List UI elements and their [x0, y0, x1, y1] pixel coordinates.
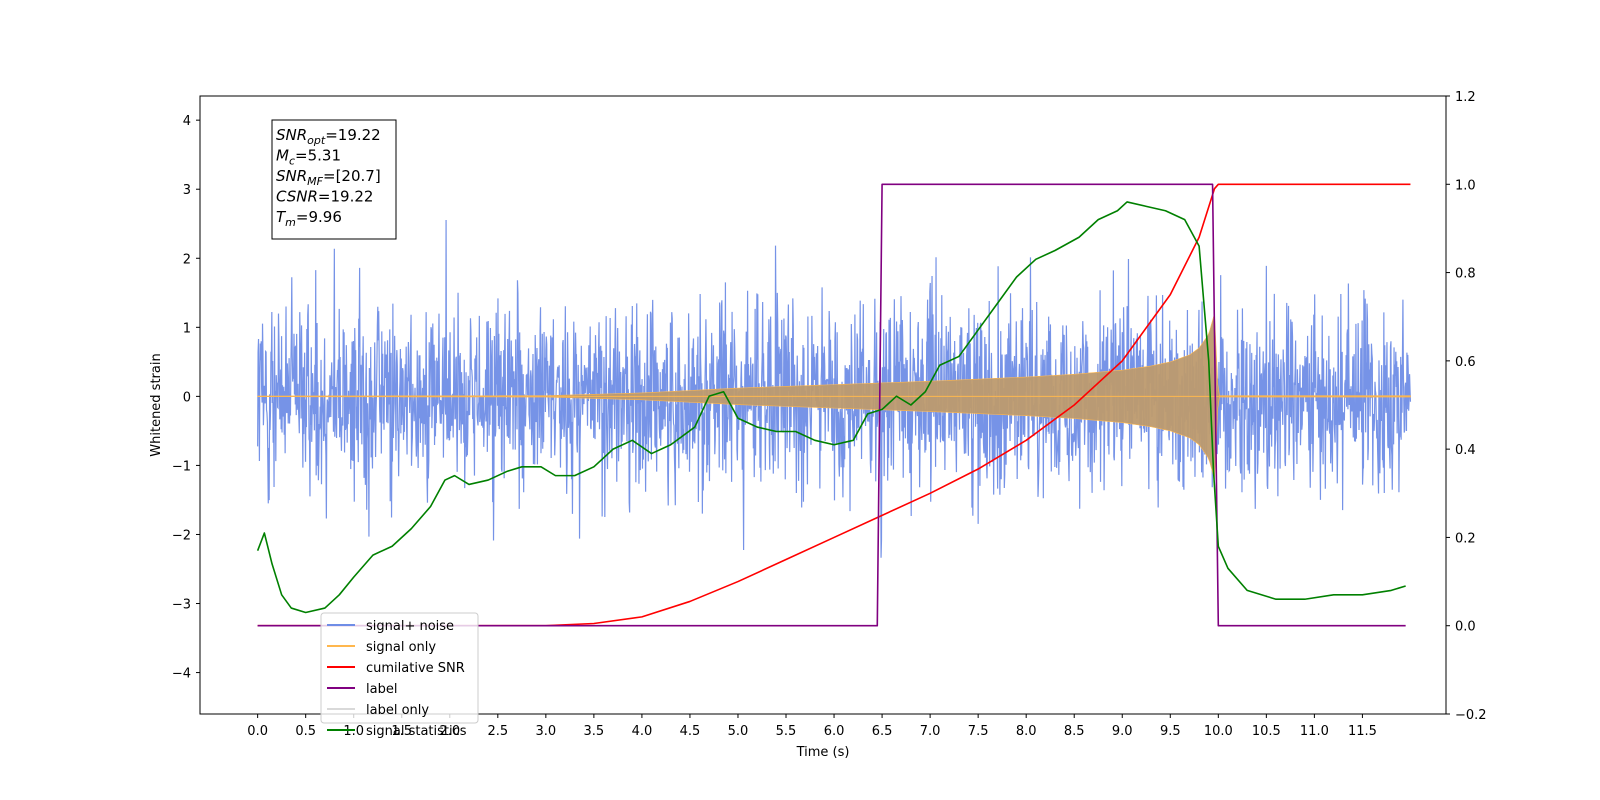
series-line-label	[257, 183, 1406, 627]
x-tick-label: 3.0	[536, 724, 557, 739]
x-tick-label: 2.5	[487, 724, 508, 739]
x-tick-label: 10.5	[1252, 724, 1281, 739]
y-tick-label: −3	[172, 598, 191, 613]
y-axis: −4 −3 −2 −1 0 1 2 3 4	[172, 114, 200, 682]
y2-tick-label: −0.2	[1455, 708, 1487, 723]
legend-frame	[320, 612, 479, 724]
x-tick-label: 2.0	[439, 724, 460, 739]
y2-axis: −0.2 0.0 0.2 0.4 0.6 0.8 1.0 1.2	[1446, 90, 1487, 723]
x-tick-label: 1.0	[343, 724, 364, 739]
x-tick-label: 0.0	[247, 724, 268, 739]
x-tick-label: 9.5	[1160, 724, 1181, 739]
x-tick-label: 6.5	[872, 724, 893, 739]
series-line-cumulative-snr	[257, 183, 1411, 627]
x-tick-label: 11.0	[1300, 724, 1329, 739]
legend: signal+ noise signal only cumilative SNR la…	[320, 612, 479, 739]
x-tick-label: 5.0	[728, 724, 749, 739]
y2-tick-label: 0.0	[1455, 620, 1476, 635]
series-line-signal-statistics	[256, 201, 1406, 614]
y2-tick-label: 0.6	[1455, 355, 1476, 370]
y-tick-label: 3	[183, 183, 191, 198]
x-tick-label: 3.5	[584, 724, 605, 739]
legend-label: label	[366, 682, 397, 697]
info-line: Tm=9.96	[276, 208, 342, 229]
series-line-signal-noise	[257, 219, 1412, 558]
legend-label: cumilative SNR	[366, 661, 465, 676]
info-line: CSNR=19.22	[276, 188, 373, 206]
x-tick-label: 1.5	[391, 724, 412, 739]
x-tick-label: 11.5	[1348, 724, 1377, 739]
legend-label: signal only	[366, 640, 436, 655]
x-tick-label: 4.5	[680, 724, 701, 739]
info-line: Mc=5.31	[276, 147, 341, 168]
x-tick-label: 9.0	[1112, 724, 1133, 739]
info-box-frame	[271, 119, 397, 240]
legend-label: signal statistics	[366, 724, 467, 739]
info-line: SNRMF=[20.7]	[276, 167, 381, 188]
x-tick-label: 7.0	[920, 724, 941, 739]
y2-tick-label: 0.4	[1455, 443, 1476, 458]
y2-tick-label: 0.2	[1455, 531, 1476, 546]
legend-label: signal+ noise	[366, 619, 454, 634]
info-line: SNRopt=19.22	[276, 126, 381, 147]
y-tick-label: 1	[183, 321, 191, 336]
x-axis: 0.0 0.5 1.0 1.5 2.0 2.5 3.0 3.5 4.0 4.5 5.0 5.5 6.0 6…	[247, 714, 1377, 739]
plot-area	[256, 183, 1412, 627]
x-axis-label: Time (s)	[796, 745, 850, 760]
y-tick-label: 4	[183, 114, 191, 129]
x-tick-label: 6.0	[824, 724, 845, 739]
x-tick-label: 10.0	[1204, 724, 1233, 739]
info-box: SNRopt=19.22Mc=5.31SNRMF=[20.7]CSNR=19.2…	[271, 119, 397, 240]
plot-frame	[199, 95, 1447, 715]
x-tick-label: 7.5	[968, 724, 989, 739]
x-tick-label: 0.5	[295, 724, 316, 739]
x-tick-label: 5.5	[776, 724, 797, 739]
y2-tick-label: 1.2	[1455, 90, 1476, 105]
x-tick-label: 8.5	[1064, 724, 1085, 739]
x-tick-label: 4.0	[632, 724, 653, 739]
y-axis-label: Whitened strain	[149, 353, 164, 456]
y2-tick-label: 1.0	[1455, 178, 1476, 193]
y-tick-label: −4	[172, 667, 191, 682]
y-tick-label: 0	[183, 390, 191, 405]
y-tick-label: −1	[172, 459, 191, 474]
y-tick-label: 2	[183, 252, 191, 267]
x-tick-label: 8.0	[1016, 724, 1037, 739]
y-tick-label: −2	[172, 528, 191, 543]
legend-label: label only	[366, 703, 429, 718]
y2-tick-label: 0.8	[1455, 267, 1476, 282]
